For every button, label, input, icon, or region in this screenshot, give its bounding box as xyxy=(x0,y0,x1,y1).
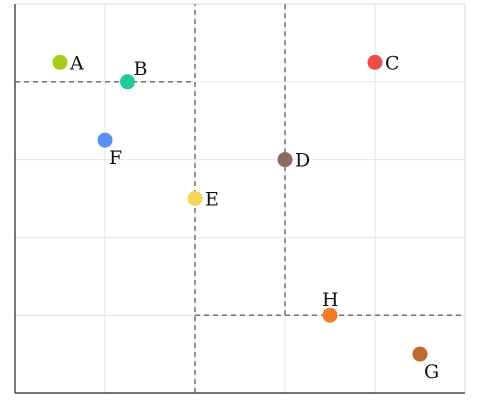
point-a xyxy=(52,54,68,70)
point-g xyxy=(412,346,428,362)
point-f xyxy=(97,132,113,148)
point-label-b: B xyxy=(134,58,148,80)
point-c xyxy=(367,54,383,70)
point-label-c: C xyxy=(385,52,400,74)
data-points xyxy=(52,54,428,362)
point-label-f: F xyxy=(109,147,122,169)
point-label-e: E xyxy=(205,189,219,211)
point-e xyxy=(187,191,203,206)
point-b xyxy=(120,74,135,90)
point-d xyxy=(277,152,293,168)
point-label-d: D xyxy=(295,150,310,172)
point-labels: A B C D E F G H xyxy=(69,52,439,383)
point-label-g: G xyxy=(424,361,439,383)
point-label-h: H xyxy=(322,289,339,311)
point-h xyxy=(322,307,338,323)
point-label-a: A xyxy=(69,52,84,74)
axes xyxy=(14,3,466,394)
